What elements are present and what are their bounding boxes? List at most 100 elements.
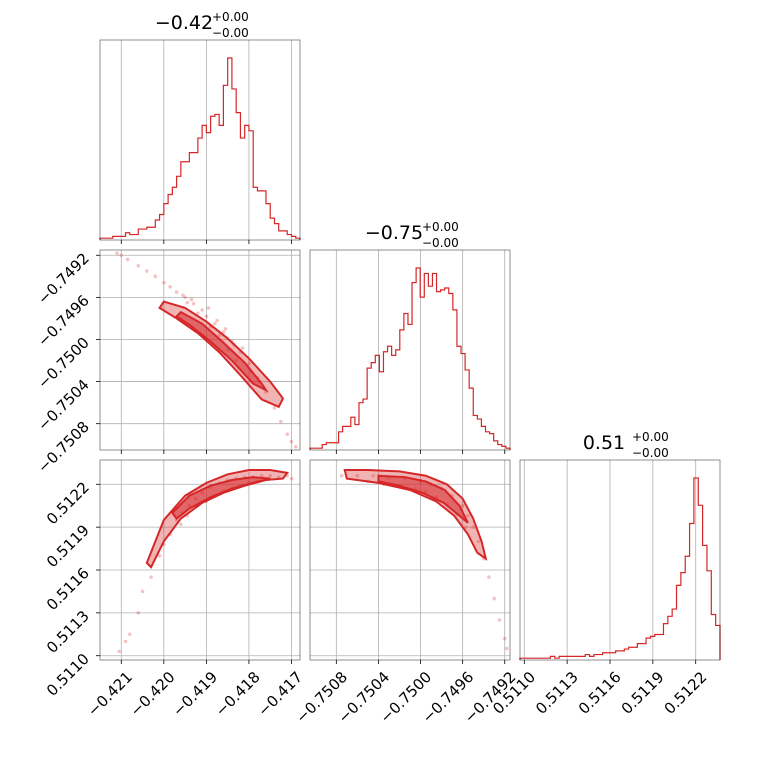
histogram-panel-1: −0.75+0.00 −0.00 bbox=[309, 220, 511, 454]
pair-panel-p2_p1: −0.7508−0.7504−0.7500−0.7496−0.7492 bbox=[292, 459, 519, 727]
sample-point bbox=[206, 306, 211, 310]
sample-point bbox=[140, 589, 145, 594]
sample-point bbox=[217, 333, 221, 338]
sample-point bbox=[339, 473, 344, 478]
sample-point bbox=[185, 300, 190, 305]
histogram-2-steps bbox=[519, 477, 721, 660]
pair-p2_p0-x-tick-label: −0.421 bbox=[84, 668, 136, 720]
sample-point bbox=[476, 539, 481, 544]
sample-point bbox=[213, 321, 217, 326]
sample-point bbox=[492, 596, 497, 601]
sample-point bbox=[119, 253, 124, 258]
param-2-title-lower: −0.00 bbox=[632, 446, 669, 460]
pair-panel-p2_p0: −0.421−0.420−0.419−0.418−0.4170.51100.51… bbox=[43, 459, 306, 720]
histogram-0-steps bbox=[99, 57, 301, 240]
sample-point bbox=[183, 295, 187, 300]
sample-point bbox=[157, 553, 162, 558]
panel-frame bbox=[309, 459, 511, 661]
sample-point bbox=[191, 301, 196, 306]
histogram-2-x-tick-label: 0.5122 bbox=[661, 668, 711, 718]
panel-frame bbox=[309, 249, 511, 451]
pair-p2_p0-x-tick-label: −0.420 bbox=[127, 668, 179, 720]
sample-point bbox=[174, 290, 179, 294]
sample-point bbox=[247, 361, 251, 366]
sample-point bbox=[502, 636, 507, 641]
sample-point bbox=[136, 263, 141, 268]
sample-point bbox=[466, 513, 470, 518]
sample-point bbox=[136, 611, 141, 615]
sample-point bbox=[162, 280, 166, 285]
sample-point bbox=[487, 575, 491, 579]
contour-line-0 bbox=[158, 300, 285, 409]
sample-point bbox=[179, 522, 183, 527]
contour-fill-0 bbox=[344, 470, 486, 559]
pair-p2_p0-y-tick-label: 0.5113 bbox=[43, 607, 93, 657]
sample-point bbox=[259, 473, 264, 478]
sample-point bbox=[149, 575, 153, 579]
pair-p2_p0-y-tick-label: 0.5119 bbox=[43, 521, 93, 571]
grid-lines bbox=[120, 40, 292, 240]
sample-point bbox=[471, 525, 475, 529]
sample-point bbox=[200, 308, 204, 312]
sample-point bbox=[293, 445, 298, 449]
panel-frame bbox=[99, 459, 301, 661]
param-0-title-upper: +0.00 bbox=[212, 10, 249, 24]
sample-point bbox=[371, 473, 375, 478]
panel-frame bbox=[519, 459, 721, 661]
sample-point bbox=[215, 318, 219, 323]
param-0-title: −0.42 bbox=[155, 12, 213, 34]
pair-p2_p0-y-tick-label: 0.5110 bbox=[43, 650, 93, 700]
contour-fill-1 bbox=[378, 475, 468, 523]
sample-point bbox=[355, 473, 360, 478]
sample-point bbox=[505, 646, 509, 651]
sample-point bbox=[189, 297, 194, 302]
histogram-2-x-tick-label: 0.5113 bbox=[532, 668, 582, 718]
pair-p2_p0-x-tick-label: −0.418 bbox=[212, 668, 264, 720]
param-0-title-lower: −0.00 bbox=[212, 26, 249, 40]
sample-point bbox=[289, 439, 294, 444]
param-1-title-upper: +0.00 bbox=[422, 220, 459, 234]
sample-point bbox=[272, 406, 277, 410]
pair-panel-p1_p0: −0.7508−0.7504−0.7500−0.7496−0.7492 bbox=[34, 249, 301, 477]
sample-point bbox=[196, 311, 200, 315]
contour-line-0 bbox=[145, 469, 290, 569]
sample-point bbox=[145, 269, 149, 273]
sample-point bbox=[221, 330, 226, 334]
sample-point bbox=[240, 346, 245, 350]
sample-point bbox=[223, 327, 228, 331]
sample-point bbox=[279, 419, 283, 424]
param-1-title: −0.75 bbox=[365, 222, 423, 244]
contour-line-0 bbox=[343, 469, 488, 561]
histogram-panel-0: −0.42+0.00 −0.00 bbox=[99, 10, 301, 244]
panel-frame bbox=[99, 249, 301, 451]
sample-point bbox=[285, 432, 290, 437]
sample-point bbox=[168, 285, 173, 289]
sample-point bbox=[127, 632, 132, 637]
contour-line-1 bbox=[171, 476, 271, 520]
contour-line-1 bbox=[377, 474, 469, 524]
histogram-2-x-tick-label: 0.5119 bbox=[618, 668, 668, 718]
sample-point bbox=[497, 618, 502, 622]
param-2-title-upper: +0.00 bbox=[632, 430, 669, 444]
grid-lines bbox=[523, 460, 697, 660]
sample-point bbox=[289, 476, 294, 481]
sample-point bbox=[115, 251, 119, 255]
sample-point bbox=[463, 525, 468, 529]
sample-point bbox=[117, 649, 121, 654]
sample-point bbox=[181, 293, 185, 298]
sample-point bbox=[153, 274, 158, 279]
sample-point bbox=[460, 503, 465, 508]
param-2-title: 0.51 bbox=[583, 432, 625, 454]
grid-lines bbox=[100, 250, 300, 450]
pair-p2_p0-y-tick-label: 0.5122 bbox=[43, 478, 93, 528]
sample-point bbox=[123, 639, 128, 644]
panel-frame bbox=[99, 39, 301, 241]
pair-p2_p0-y-tick-label: 0.5116 bbox=[43, 564, 93, 614]
sample-point bbox=[204, 314, 209, 319]
contour-line-1 bbox=[175, 310, 269, 393]
param-1-title-lower: −0.00 bbox=[422, 236, 459, 250]
sample-point bbox=[268, 473, 273, 478]
grid-lines bbox=[100, 460, 300, 660]
